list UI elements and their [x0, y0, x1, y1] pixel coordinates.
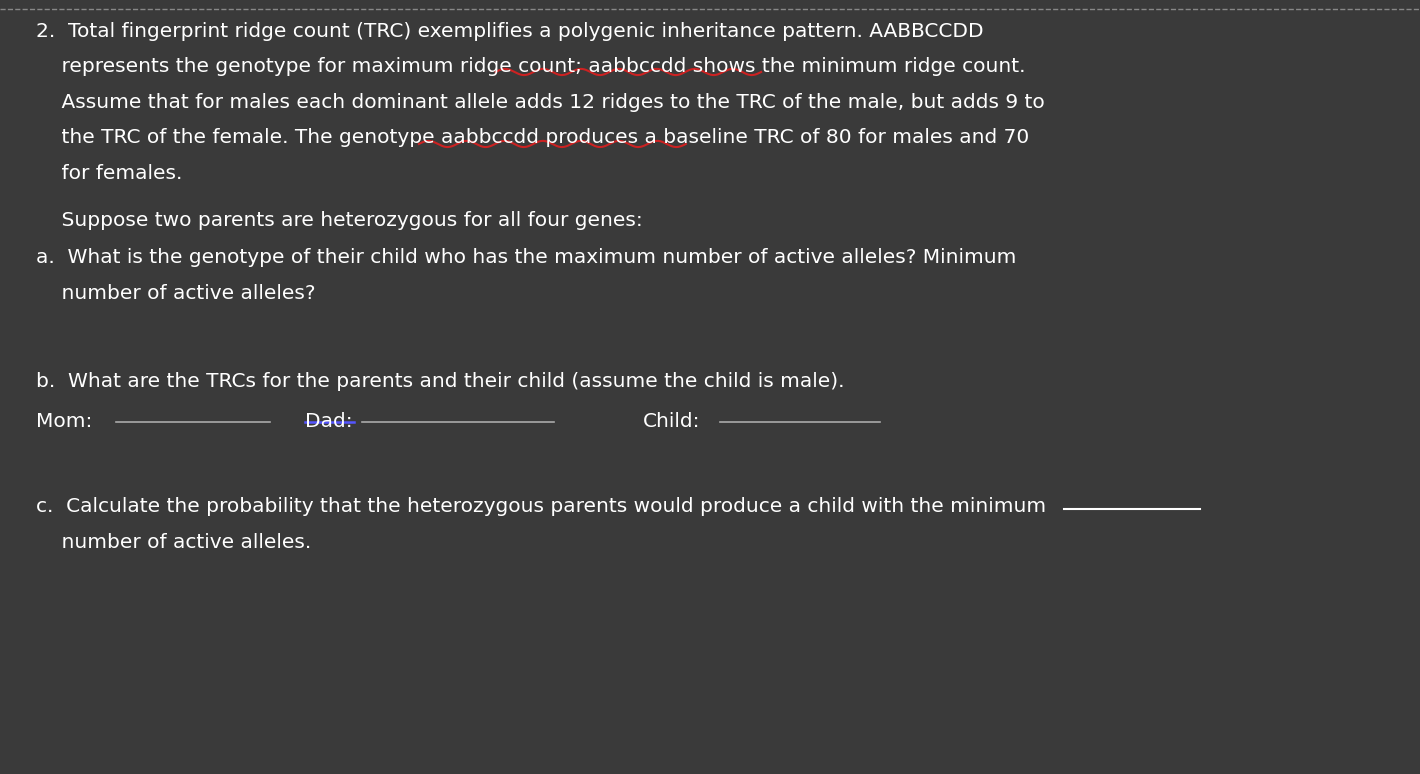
Text: Dad:: Dad:	[305, 412, 354, 431]
Text: Suppose two parents are heterozygous for all four genes:: Suppose two parents are heterozygous for…	[36, 211, 642, 230]
Text: Assume that for males each dominant allele adds 12 ridges to the TRC of the male: Assume that for males each dominant alle…	[36, 93, 1044, 112]
Text: 2.  Total fingerprint ridge count (TRC) exemplifies a polygenic inheritance patt: 2. Total fingerprint ridge count (TRC) e…	[36, 22, 983, 41]
Text: c.  Calculate the probability that the heterozygous parents would produce a chil: c. Calculate the probability that the he…	[36, 497, 1045, 516]
Text: Child:: Child:	[643, 412, 700, 431]
Text: for females.: for females.	[36, 164, 182, 183]
Text: a.  What is the genotype of their child who has the maximum number of active all: a. What is the genotype of their child w…	[36, 248, 1015, 268]
Text: Mom:: Mom:	[36, 412, 92, 431]
Text: the TRC of the female. The genotype aabbccdd produces a baseline TRC of 80 for m: the TRC of the female. The genotype aabb…	[36, 128, 1028, 148]
Text: represents the genotype for maximum ridge count; aabbccdd shows the minimum ridg: represents the genotype for maximum ridg…	[36, 57, 1025, 77]
Text: number of active alleles.: number of active alleles.	[36, 533, 311, 552]
Text: number of active alleles?: number of active alleles?	[36, 284, 315, 303]
Text: b.  What are the TRCs for the parents and their child (assume the child is male): b. What are the TRCs for the parents and…	[36, 372, 843, 391]
